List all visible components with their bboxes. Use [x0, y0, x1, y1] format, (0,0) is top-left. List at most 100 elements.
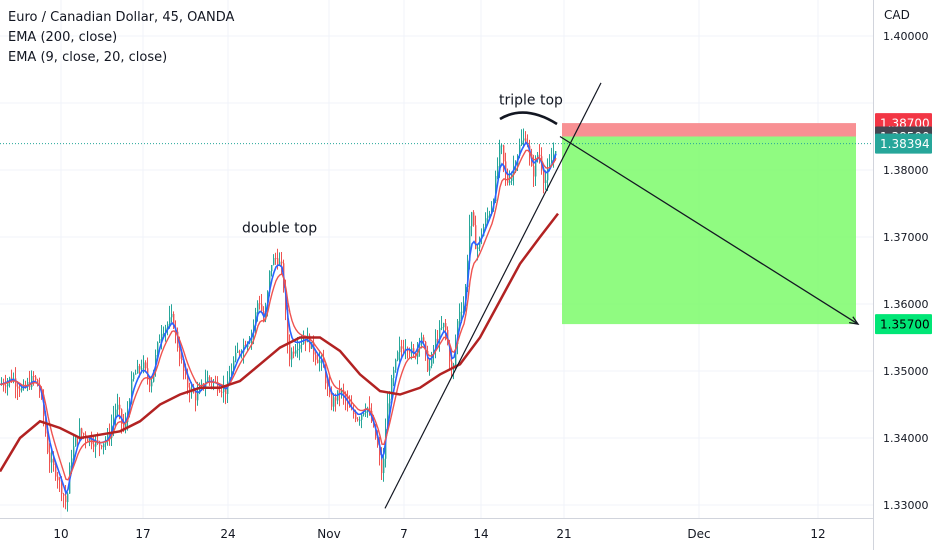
legend-ema200[interactable]: EMA (200, close) — [8, 30, 118, 45]
legend-symbol[interactable]: Euro / Canadian Dollar, 45, OANDA — [8, 10, 235, 25]
candle-body — [303, 340, 305, 344]
candle-body — [169, 317, 171, 325]
candle-body — [131, 379, 133, 403]
candle-body — [221, 391, 223, 393]
candle-body — [61, 480, 63, 495]
candle-body — [445, 323, 447, 330]
candle-body — [57, 476, 59, 481]
x-tick-label: Dec — [687, 527, 710, 541]
candle-body — [171, 313, 173, 318]
candle-body — [79, 428, 81, 440]
candle-body — [95, 440, 97, 447]
candle-body — [239, 351, 241, 353]
candle-body — [71, 458, 73, 466]
candle-body — [339, 390, 341, 395]
candle-body — [275, 258, 277, 260]
x-tick-label: 21 — [556, 527, 571, 541]
candle-body — [431, 353, 433, 366]
trend-line — [384, 82, 602, 509]
candle-body — [355, 414, 357, 420]
candle-body — [197, 393, 199, 401]
candle-body — [217, 382, 219, 391]
candle-body — [139, 366, 141, 370]
candle-body — [209, 377, 211, 381]
candle-body — [443, 323, 445, 328]
candle-body — [155, 355, 157, 371]
candle-body — [31, 376, 33, 388]
y-tick-label: 1.37000 — [883, 231, 929, 244]
candle-body — [307, 335, 309, 343]
candle-body — [409, 351, 411, 354]
candle-body — [27, 382, 29, 387]
candle-body — [195, 392, 197, 401]
y-tick-label: 1.36000 — [883, 298, 929, 311]
candle-body — [75, 437, 77, 447]
candle-body — [291, 351, 293, 360]
candle-body — [341, 390, 343, 395]
candle-body — [459, 311, 461, 322]
candle-body — [463, 306, 465, 312]
candle-body — [271, 265, 273, 272]
candle-body — [101, 445, 103, 448]
x-tick-label: Nov — [317, 527, 340, 541]
candle-body — [145, 362, 147, 369]
candle-body — [35, 376, 37, 380]
candle-body — [521, 140, 523, 145]
candle-body — [223, 387, 225, 393]
candle-body — [199, 387, 201, 394]
candle-body — [149, 377, 151, 387]
y-tick-label: 1.33000 — [883, 499, 929, 512]
candle-body — [87, 438, 89, 442]
candle-body — [401, 346, 403, 349]
candles — [1, 128, 557, 512]
candle-body — [289, 344, 291, 360]
candle-body — [433, 349, 435, 354]
candle-body — [115, 409, 117, 418]
candle-body — [305, 340, 307, 343]
candle-body — [329, 386, 331, 395]
candle-body — [45, 416, 47, 434]
candle-body — [51, 458, 53, 463]
candle-body — [393, 370, 395, 379]
candle-body — [93, 444, 95, 447]
candle-body — [137, 366, 139, 374]
currency-label: CAD — [884, 8, 910, 22]
candle-body — [259, 303, 261, 305]
candle-body — [279, 261, 281, 265]
candle-body — [125, 421, 127, 428]
candle-body — [157, 342, 159, 356]
candle-body — [369, 407, 371, 411]
legend-ema9[interactable]: EMA (9, close, 20, close) — [8, 50, 168, 65]
candle-body — [413, 348, 415, 354]
candle-body — [135, 373, 137, 375]
candle-body — [107, 434, 109, 441]
candle-body — [449, 343, 451, 362]
triple-top-arc — [499, 111, 558, 126]
candle-body — [439, 327, 441, 341]
candle-body — [325, 367, 327, 384]
candle-body — [33, 376, 35, 378]
candle-body — [301, 343, 303, 345]
candle-body — [67, 493, 69, 503]
candle-body — [229, 376, 231, 382]
y-tick-label: 1.35000 — [883, 365, 929, 378]
candle-body — [81, 428, 83, 434]
candle-body — [219, 390, 221, 392]
ema-20-line — [0, 149, 557, 481]
candle-body — [357, 419, 359, 421]
price-tag: 1.35700 — [875, 314, 932, 335]
candle-body — [473, 212, 475, 226]
candle-body — [281, 261, 283, 264]
annotation-triple-top: triple top — [499, 92, 563, 108]
candle-body — [503, 145, 505, 162]
candle-body — [3, 383, 5, 386]
candle-body — [327, 383, 329, 387]
candle-body — [233, 360, 235, 371]
candle-body — [9, 377, 11, 382]
candle-body — [83, 433, 85, 435]
candle-body — [525, 138, 527, 143]
candle-body — [293, 351, 295, 354]
candle-body — [161, 333, 163, 340]
